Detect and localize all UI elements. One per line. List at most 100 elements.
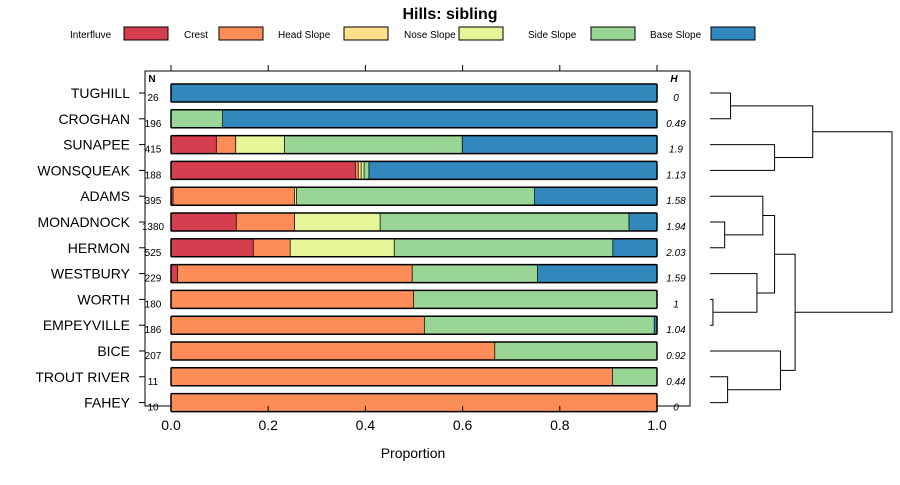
h-value-fahey: 0 xyxy=(673,403,679,414)
bar-empeyville-base-slope xyxy=(654,316,657,335)
h-value-tughill: 0 xyxy=(673,93,679,104)
bar-hermon-crest xyxy=(253,238,291,257)
legend-label-base-slope: Base Slope xyxy=(650,30,702,41)
bar-outline-tughill xyxy=(170,83,658,103)
bar-monadnock-side-slope xyxy=(380,213,630,231)
n-value-westbury: 229 xyxy=(145,274,162,285)
y-label-trout-river: TROUT RIVER xyxy=(35,369,130,385)
chart-title: Hills: sibling xyxy=(402,6,497,23)
bar-fahey-crest xyxy=(171,393,657,412)
bar-bice-crest xyxy=(171,342,496,360)
bar-monadnock-interfluve xyxy=(171,213,237,231)
x-tick-label-4: 0.8 xyxy=(550,417,570,433)
x-tick-label-1: 0.2 xyxy=(258,417,278,433)
x-tick-label-0: 0.0 xyxy=(161,417,181,433)
legend-swatch-crest xyxy=(218,26,264,41)
dendrogram-link-g7 xyxy=(710,273,758,313)
bar-sunapee-crest xyxy=(216,135,237,154)
h-value-croghan: 0.49 xyxy=(666,119,686,130)
bar-hermon-side-slope xyxy=(394,238,614,257)
bar-outline-bice xyxy=(170,341,658,361)
bar-westbury-base-slope xyxy=(537,264,657,283)
dendrogram-link-g2 xyxy=(710,144,776,171)
bar-wonsqueak-side-slope xyxy=(364,161,370,180)
dendrogram-link-g11 xyxy=(774,253,796,371)
legend-label-interfluve: Interfluve xyxy=(70,30,112,41)
bar-adams-crest xyxy=(173,187,295,206)
bar-outline-monadnock xyxy=(170,212,658,232)
bar-monadnock-crest xyxy=(236,213,295,231)
n-value-tughill: 26 xyxy=(147,93,159,104)
y-label-wonsqueak: WONSQUEAK xyxy=(37,162,130,178)
bar-outline-sunapee xyxy=(170,134,658,155)
h-value-bice: 0.92 xyxy=(666,351,686,362)
n-value-trout-river: 11 xyxy=(148,377,159,388)
h-value-worth: 1 xyxy=(673,299,679,310)
bar-worth-crest xyxy=(171,290,414,309)
bar-wonsqueak-crest xyxy=(355,161,359,180)
dendrogram-link-g6 xyxy=(710,298,714,326)
dendrogram-link-g5 xyxy=(710,195,764,236)
bar-empeyville-side-slope xyxy=(424,316,655,335)
bar-hermon-nose-slope xyxy=(290,238,395,257)
legend-swatch-base-slope xyxy=(710,26,756,41)
legend-swatch-interfluve xyxy=(123,26,169,41)
legend-swatch-nose-slope xyxy=(458,26,504,41)
bar-sunapee-interfluve xyxy=(171,135,217,154)
bar-monadnock-base-slope xyxy=(629,213,657,231)
bar-outline-hermon xyxy=(170,238,658,258)
bar-hermon-interfluve xyxy=(171,238,254,257)
legend-label-crest: Crest xyxy=(184,30,208,41)
bar-sunapee-base-slope xyxy=(462,135,657,154)
y-label-monadnock: MONADNOCK xyxy=(37,214,130,230)
bar-westbury-side-slope xyxy=(412,264,538,283)
h-value-adams: 1.58 xyxy=(666,196,686,207)
bar-tughill-base-slope xyxy=(171,84,657,102)
bar-westbury-crest xyxy=(177,264,413,283)
bar-outline-adams xyxy=(170,186,658,206)
bar-bice-side-slope xyxy=(495,342,657,360)
y-label-empeyville: EMPEYVILLE xyxy=(43,317,130,333)
y-label-hermon: HERMON xyxy=(68,240,130,256)
y-label-tughill: TUGHILL xyxy=(71,85,130,101)
n-value-empeyville: 186 xyxy=(145,325,162,336)
bar-rows: TUGHILL 26 0 CROGHAN 196 0.49 SUNAPEE 415 1.9 WON… xyxy=(35,83,686,414)
x-tick-label-5: 1.0 xyxy=(647,417,667,433)
bar-croghan-side-slope xyxy=(171,109,224,128)
h-value-trout-river: 0.44 xyxy=(666,377,686,388)
bar-wonsqueak-head-slope xyxy=(358,161,362,180)
bar-monadnock-nose-slope xyxy=(294,213,381,231)
bar-outline-croghan xyxy=(170,109,658,129)
bar-outline-worth xyxy=(170,289,658,310)
dendrogram-link-g12 xyxy=(795,131,893,313)
x-tick-label-2: 0.4 xyxy=(356,417,376,433)
legend-label-head-slope: Head Slope xyxy=(278,30,331,41)
y-label-adams: ADAMS xyxy=(80,188,130,204)
legend-label-side-slope: Side Slope xyxy=(528,30,577,41)
bar-sunapee-side-slope xyxy=(284,135,463,154)
legend-label-nose-slope: Nose Slope xyxy=(404,30,456,41)
bar-adams-side-slope xyxy=(296,187,536,206)
dendrogram-link-g10 xyxy=(710,350,781,391)
dendrogram-link-g4 xyxy=(710,221,726,249)
dendrogram-link-g9 xyxy=(710,376,729,404)
bar-outline-empeyville xyxy=(170,315,658,335)
n-value-wonsqueak: 188 xyxy=(145,170,162,181)
n-value-hermon: 525 xyxy=(145,248,162,259)
bar-trout-river-crest xyxy=(171,367,613,386)
bar-trout-river-side-slope xyxy=(612,367,657,386)
x-axis-label: Proportion xyxy=(381,445,446,461)
dendrogram xyxy=(710,92,893,404)
legend: Interfluve Crest Head Slope Nose Slope Side … xyxy=(70,26,756,41)
y-label-westbury: WESTBURY xyxy=(51,266,131,282)
y-label-croghan: CROGHAN xyxy=(58,111,130,127)
y-label-bice: BICE xyxy=(97,343,130,359)
y-label-sunapee: SUNAPEE xyxy=(63,137,130,153)
legend-swatch-side-slope xyxy=(590,26,636,41)
y-label-worth: WORTH xyxy=(77,291,130,307)
bar-wonsqueak-base-slope xyxy=(369,161,657,180)
bar-adams-nose-slope xyxy=(294,187,297,206)
n-value-worth: 180 xyxy=(145,299,162,310)
n-value-bice: 207 xyxy=(145,351,162,362)
